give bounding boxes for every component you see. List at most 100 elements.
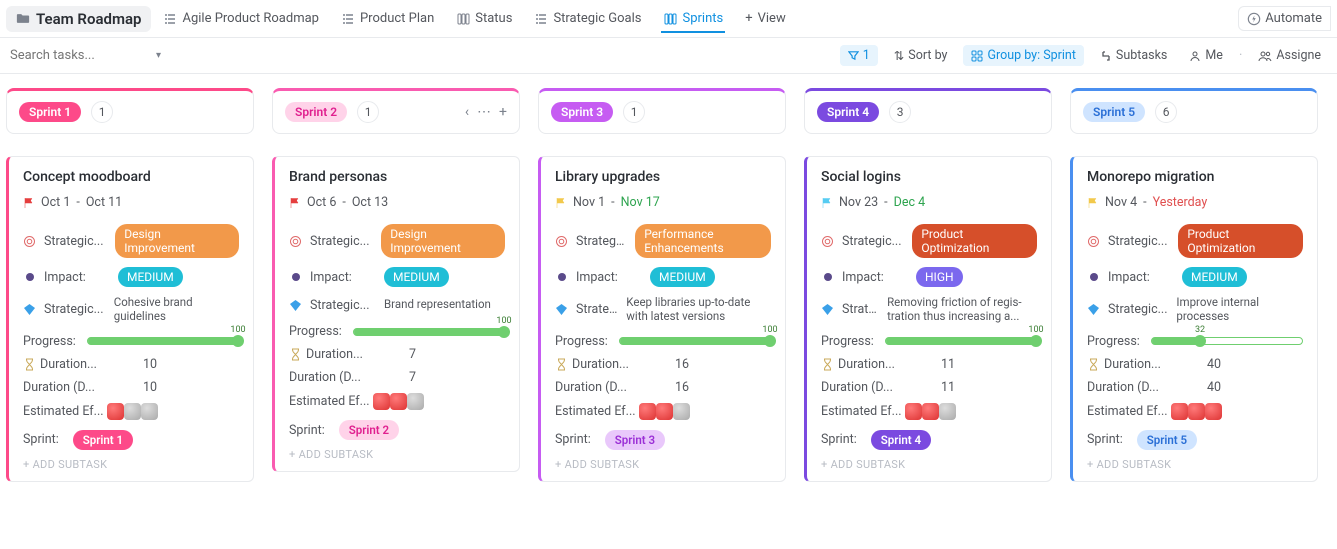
progress-knob[interactable] bbox=[1194, 335, 1206, 347]
sprint-pill[interactable]: Sprint 3 bbox=[551, 102, 613, 122]
goal-row[interactable]: Strategic... Keep libraries up-to-date w… bbox=[555, 296, 771, 324]
add-card-icon[interactable]: + bbox=[499, 104, 507, 120]
progress-track[interactable]: 100 bbox=[885, 337, 1037, 345]
task-card[interactable]: Monorepo migration Nov 4 - Yesterday Str… bbox=[1070, 156, 1318, 482]
goal-row[interactable]: Strategic... Removing friction of regis-… bbox=[821, 296, 1037, 324]
effort-row[interactable]: Estimated Ef... bbox=[23, 403, 239, 420]
add-subtask-button[interactable]: + ADD SUBTASK bbox=[23, 458, 239, 471]
effort-row[interactable]: Estimated Ef... bbox=[821, 403, 1037, 420]
column-header[interactable]: Sprint 1 1 bbox=[6, 88, 254, 134]
duration-hours-row[interactable]: Duration... 7 bbox=[289, 347, 505, 362]
add-subtask-button[interactable]: + ADD SUBTASK bbox=[1087, 458, 1303, 471]
sprint-pill-inline[interactable]: Sprint 4 bbox=[871, 430, 931, 450]
effort-row[interactable]: Estimated Ef... bbox=[289, 393, 505, 410]
task-card[interactable]: Library upgrades Nov 1 - Nov 17 Strategi… bbox=[538, 156, 786, 482]
initiative-row[interactable]: Strategic... Performance Enhancements bbox=[555, 224, 771, 258]
search-box[interactable]: ▾ bbox=[10, 48, 210, 63]
progress-row[interactable]: Progress: 100 bbox=[289, 324, 505, 339]
add-subtask-button[interactable]: + ADD SUBTASK bbox=[289, 448, 505, 461]
tab-strategic-goals[interactable]: Strategic Goals bbox=[524, 5, 651, 32]
sprint-row[interactable]: Sprint: Sprint 3 bbox=[555, 430, 771, 450]
sprint-row[interactable]: Sprint: Sprint 1 bbox=[23, 430, 239, 450]
progress-row[interactable]: Progress: 100 bbox=[555, 334, 771, 349]
progress-track[interactable]: 100 bbox=[353, 328, 505, 336]
progress-knob[interactable] bbox=[764, 335, 776, 347]
sprint-pill[interactable]: Sprint 2 bbox=[285, 102, 347, 122]
progress-track[interactable]: 100 bbox=[619, 337, 771, 345]
sprint-pill-inline[interactable]: Sprint 5 bbox=[1137, 430, 1197, 450]
sprint-pill[interactable]: Sprint 4 bbox=[817, 102, 879, 122]
column-header[interactable]: Sprint 2 1 ‹ ⋯ + bbox=[272, 88, 520, 134]
tab-sprints[interactable]: Sprints bbox=[653, 5, 733, 32]
sprint-row[interactable]: Sprint: Sprint 2 bbox=[289, 420, 505, 440]
column-header[interactable]: Sprint 3 1 bbox=[538, 88, 786, 134]
column-header[interactable]: Sprint 4 3 bbox=[804, 88, 1052, 134]
date-row[interactable]: Nov 4 - Yesterday bbox=[1087, 195, 1303, 210]
filter-button[interactable]: 1 bbox=[840, 45, 878, 66]
add-subtask-button[interactable]: + ADD SUBTASK bbox=[821, 458, 1037, 471]
tab-product-plan[interactable]: Product Plan bbox=[331, 5, 444, 32]
more-icon[interactable]: ⋯ bbox=[477, 104, 491, 120]
goal-row[interactable]: Strategic... Cohesive brand guidelines bbox=[23, 296, 239, 324]
assignee-button[interactable]: Assigne bbox=[1252, 45, 1327, 66]
date-row[interactable]: Nov 1 - Nov 17 bbox=[555, 195, 771, 210]
date-row[interactable]: Nov 23 - Dec 4 bbox=[821, 195, 1037, 210]
add-subtask-button[interactable]: + ADD SUBTASK bbox=[555, 458, 771, 471]
goal-row[interactable]: Strategic... Brand representation bbox=[289, 296, 505, 314]
sprint-pill-inline[interactable]: Sprint 3 bbox=[605, 430, 665, 450]
progress-row[interactable]: Progress: 32 bbox=[1087, 334, 1303, 349]
initiative-row[interactable]: Strategic... Product Optimization bbox=[821, 224, 1037, 258]
me-button[interactable]: Me bbox=[1183, 45, 1229, 66]
impact-row[interactable]: Impact: MEDIUM bbox=[1087, 267, 1303, 287]
group-button[interactable]: Group by: Sprint bbox=[963, 45, 1083, 66]
folder-chip[interactable]: Team Roadmap bbox=[6, 6, 151, 32]
initiative-row[interactable]: Strategic... Product Optimization bbox=[1087, 224, 1303, 258]
collapse-icon[interactable]: ‹ bbox=[465, 104, 469, 120]
progress-knob[interactable] bbox=[1030, 335, 1042, 347]
tab-status[interactable]: Status bbox=[446, 5, 522, 32]
chevron-down-icon[interactable]: ▾ bbox=[156, 50, 161, 61]
effort-row[interactable]: Estimated Ef... bbox=[555, 403, 771, 420]
date-row[interactable]: Oct 1 - Oct 11 bbox=[23, 195, 239, 210]
task-card[interactable]: Brand personas Oct 6 - Oct 13 Strategic.… bbox=[272, 156, 520, 472]
duration-days-row[interactable]: Duration (D... 11 bbox=[821, 380, 1037, 395]
tab-agile-product-roadmap[interactable]: Agile Product Roadmap bbox=[153, 5, 329, 32]
sprint-pill[interactable]: Sprint 1 bbox=[19, 102, 81, 122]
impact-row[interactable]: Impact: MEDIUM bbox=[289, 267, 505, 287]
progress-row[interactable]: Progress: 100 bbox=[821, 334, 1037, 349]
sprint-pill-inline[interactable]: Sprint 2 bbox=[339, 420, 399, 440]
search-input[interactable] bbox=[10, 48, 150, 63]
duration-days-row[interactable]: Duration (D... 16 bbox=[555, 380, 771, 395]
duration-days-row[interactable]: Duration (D... 40 bbox=[1087, 380, 1303, 395]
duration-hours-row[interactable]: Duration... 10 bbox=[23, 357, 239, 372]
progress-track[interactable]: 32 bbox=[1151, 337, 1303, 345]
impact-row[interactable]: Impact: MEDIUM bbox=[555, 267, 771, 287]
progress-track[interactable]: 100 bbox=[87, 337, 239, 345]
duration-days-row[interactable]: Duration (D... 7 bbox=[289, 370, 505, 385]
initiative-row[interactable]: Strategic... Design Improvement bbox=[289, 224, 505, 258]
sprint-pill-inline[interactable]: Sprint 1 bbox=[73, 430, 133, 450]
duration-days-row[interactable]: Duration (D... 10 bbox=[23, 380, 239, 395]
progress-knob[interactable] bbox=[498, 326, 510, 338]
add-view-tab[interactable]: + View bbox=[735, 5, 796, 32]
effort-row[interactable]: Estimated Ef... bbox=[1087, 403, 1303, 420]
duration-hours-row[interactable]: Duration... 11 bbox=[821, 357, 1037, 372]
progress-knob[interactable] bbox=[232, 335, 244, 347]
date-row[interactable]: Oct 6 - Oct 13 bbox=[289, 195, 505, 210]
sort-button[interactable]: ⇅ Sort by bbox=[888, 45, 954, 67]
automate-button[interactable]: Automate bbox=[1238, 6, 1331, 31]
subtasks-button[interactable]: Subtasks bbox=[1094, 45, 1173, 66]
progress-row[interactable]: Progress: 100 bbox=[23, 334, 239, 349]
initiative-row[interactable]: Strategic... Design Improvement bbox=[23, 224, 239, 258]
column-header[interactable]: Sprint 5 6 bbox=[1070, 88, 1318, 134]
task-card[interactable]: Social logins Nov 23 - Dec 4 Strategic..… bbox=[804, 156, 1052, 482]
sprint-pill[interactable]: Sprint 5 bbox=[1083, 102, 1145, 122]
sprint-row[interactable]: Sprint: Sprint 4 bbox=[821, 430, 1037, 450]
goal-row[interactable]: Strategic... Improve internal processes bbox=[1087, 296, 1303, 324]
impact-row[interactable]: Impact: HIGH bbox=[821, 267, 1037, 287]
impact-row[interactable]: Impact: MEDIUM bbox=[23, 267, 239, 287]
sprint-row[interactable]: Sprint: Sprint 5 bbox=[1087, 430, 1303, 450]
duration-hours-row[interactable]: Duration... 16 bbox=[555, 357, 771, 372]
task-card[interactable]: Concept moodboard Oct 1 - Oct 11 Strateg… bbox=[6, 156, 254, 482]
duration-hours-row[interactable]: Duration... 40 bbox=[1087, 357, 1303, 372]
